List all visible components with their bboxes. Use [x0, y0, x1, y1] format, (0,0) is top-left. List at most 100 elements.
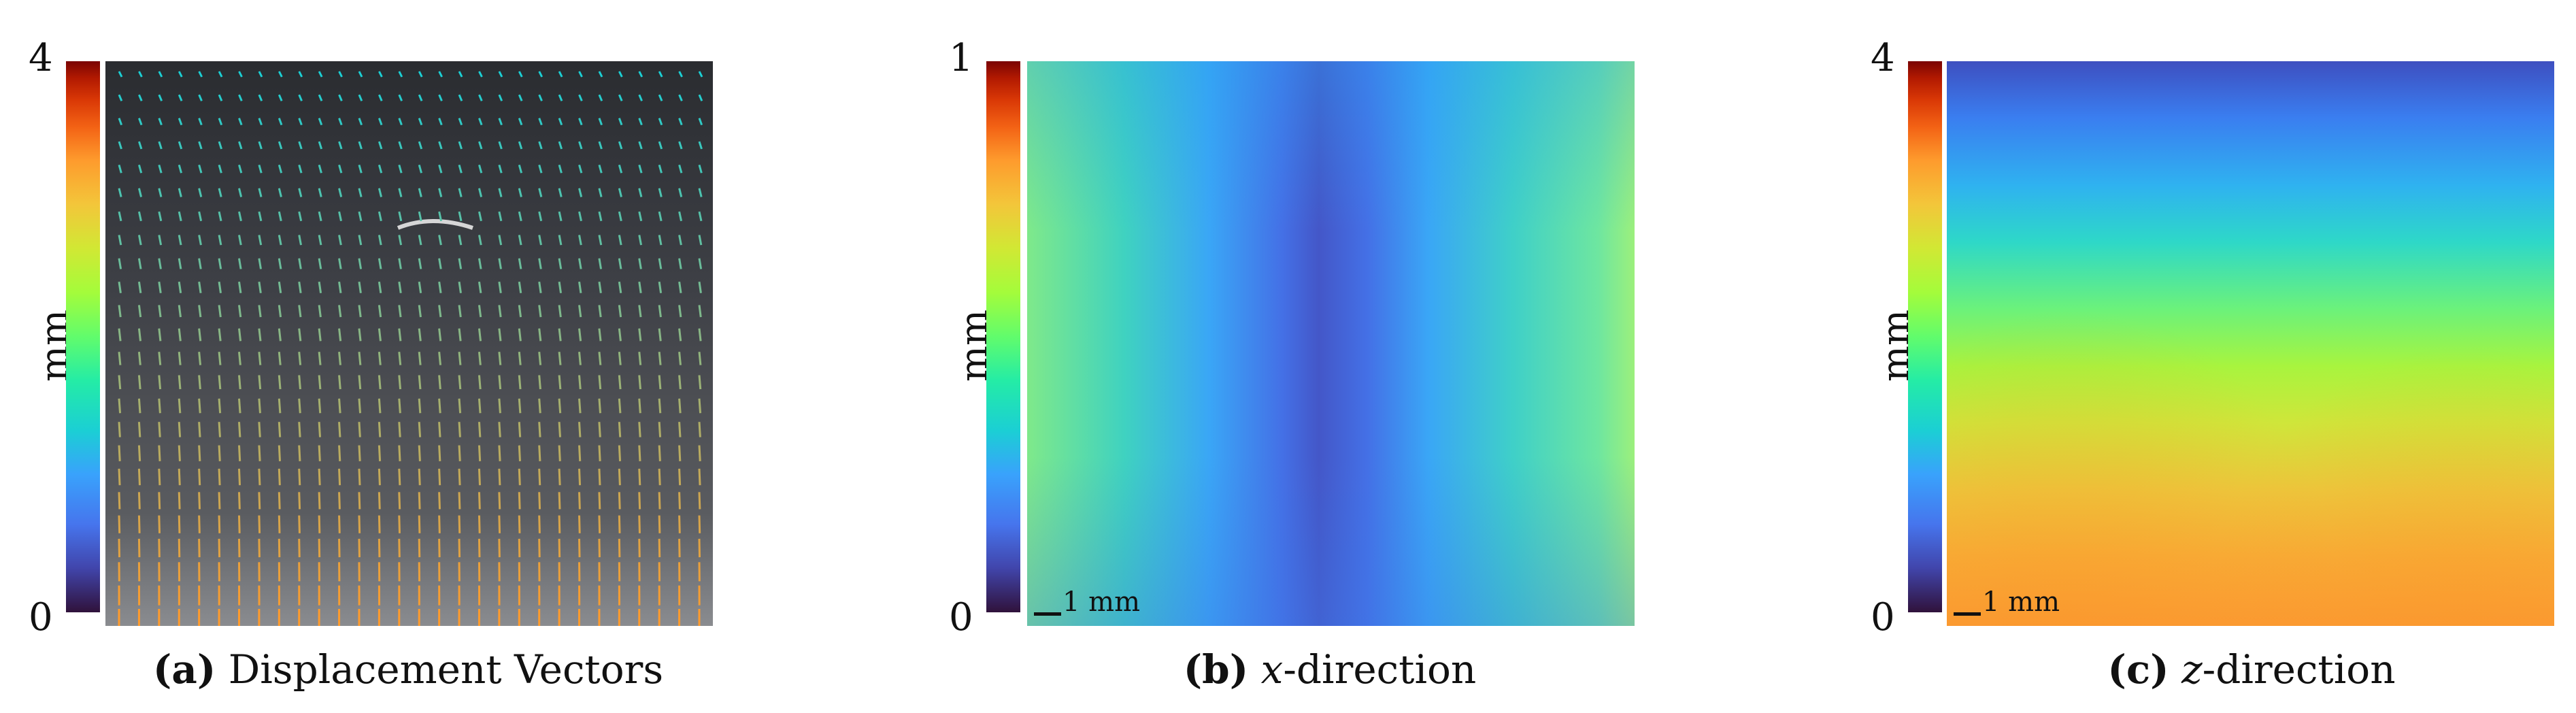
displacement-vector	[378, 352, 382, 365]
displacement-vector	[438, 468, 441, 486]
displacement-vector	[538, 188, 543, 197]
displacement-vector	[118, 352, 122, 365]
displacement-vector	[318, 94, 323, 101]
displacement-vector	[458, 94, 463, 101]
displacement-vector	[298, 258, 302, 269]
displacement-vector	[358, 141, 363, 150]
caption-b-text: -direction	[1283, 646, 1477, 693]
displacement-vector	[298, 118, 303, 126]
displacement-vector	[498, 211, 503, 222]
displacement-vector	[658, 352, 662, 365]
displacement-vector	[278, 141, 283, 150]
displacement-vector	[258, 445, 261, 461]
displacement-vector	[478, 538, 481, 558]
displacement-vector	[298, 445, 301, 461]
displacement-vector	[698, 258, 703, 269]
displacement-vector	[478, 118, 483, 126]
displacement-vector	[158, 305, 162, 318]
displacement-vector	[118, 468, 121, 486]
displacement-vector	[598, 492, 601, 510]
displacement-vector	[418, 211, 422, 222]
displacement-vector	[518, 305, 522, 318]
displacement-vector	[358, 445, 361, 461]
displacement-vector	[398, 445, 401, 461]
displacement-vector	[578, 164, 583, 173]
displacement-vector	[598, 94, 603, 101]
z-direction-heatmap: 1 mm	[1947, 61, 2554, 626]
displacement-vector	[438, 118, 443, 126]
displacement-vector	[358, 211, 363, 222]
displacement-vector	[458, 281, 462, 293]
displacement-vector	[498, 188, 503, 197]
displacement-vector	[178, 422, 182, 437]
displacement-vector	[518, 468, 521, 486]
displacement-vector	[498, 258, 502, 269]
displacement-vector	[418, 94, 423, 101]
displacement-vector	[458, 211, 463, 222]
displacement-vector	[258, 94, 263, 101]
displacement-vector	[618, 94, 623, 101]
displacement-vector	[458, 398, 462, 414]
displacement-vector	[338, 118, 343, 126]
displacement-vector	[158, 235, 163, 246]
heatmap-shading-c	[1947, 61, 2554, 626]
displacement-vector	[598, 141, 603, 150]
displacement-vector	[137, 398, 141, 414]
displacement-vector	[578, 328, 582, 342]
displacement-vector	[518, 235, 522, 246]
displacement-vector	[658, 328, 662, 342]
displacement-vector	[378, 211, 382, 222]
displacement-vector	[638, 94, 643, 101]
displacement-vector	[318, 281, 322, 293]
displacement-vector	[358, 235, 363, 246]
displacement-vector	[498, 492, 501, 510]
displacement-vector	[378, 538, 381, 558]
displacement-vector	[158, 468, 161, 486]
displacement-vector	[198, 398, 201, 414]
displacement-vector	[218, 328, 222, 342]
displacement-vector	[638, 305, 642, 318]
caption-c-var: z	[2181, 646, 2203, 693]
displacement-vector	[418, 188, 422, 197]
displacement-vector	[398, 258, 402, 269]
displacement-vector	[698, 188, 703, 197]
displacement-vector	[178, 492, 181, 510]
displacement-vector	[278, 305, 282, 318]
displacement-vector	[298, 235, 302, 246]
displacement-vector	[438, 141, 443, 150]
colorbar-b-max: 1	[949, 36, 973, 80]
displacement-vector	[338, 164, 343, 173]
displacement-vector	[438, 538, 441, 558]
displacement-vector	[118, 398, 122, 414]
displacement-vector	[398, 352, 402, 365]
displacement-vector	[438, 422, 441, 437]
displacement-vector	[438, 492, 441, 510]
scale-bar-b-label: 1 mm	[1063, 586, 1141, 618]
displacement-vector	[338, 445, 341, 461]
displacement-vector	[137, 281, 142, 293]
displacement-vector	[678, 375, 682, 390]
displacement-vector	[498, 118, 503, 126]
displacement-vector	[538, 141, 543, 150]
displacement-vector	[638, 141, 643, 150]
displacement-vector	[318, 305, 322, 318]
displacement-vector	[398, 305, 402, 318]
displacement-vector	[578, 211, 582, 222]
displacement-vector	[358, 305, 362, 318]
displacement-vector	[618, 258, 622, 269]
displacement-vector	[538, 538, 541, 558]
displacement-vector	[578, 235, 582, 246]
displacement-vector	[438, 164, 443, 173]
displacement-vector	[538, 305, 542, 318]
displacement-vector	[218, 141, 222, 150]
displacement-vector	[338, 281, 342, 293]
displacement-vector	[558, 118, 563, 126]
displacement-vector	[558, 328, 562, 342]
displacement-vector	[218, 188, 222, 197]
displacement-vector	[558, 375, 562, 390]
displacement-vector	[198, 94, 203, 101]
displacement-vector	[378, 422, 382, 437]
displacement-vector	[698, 164, 703, 173]
displacement-vector	[158, 375, 162, 390]
displacement-vector	[538, 94, 543, 101]
